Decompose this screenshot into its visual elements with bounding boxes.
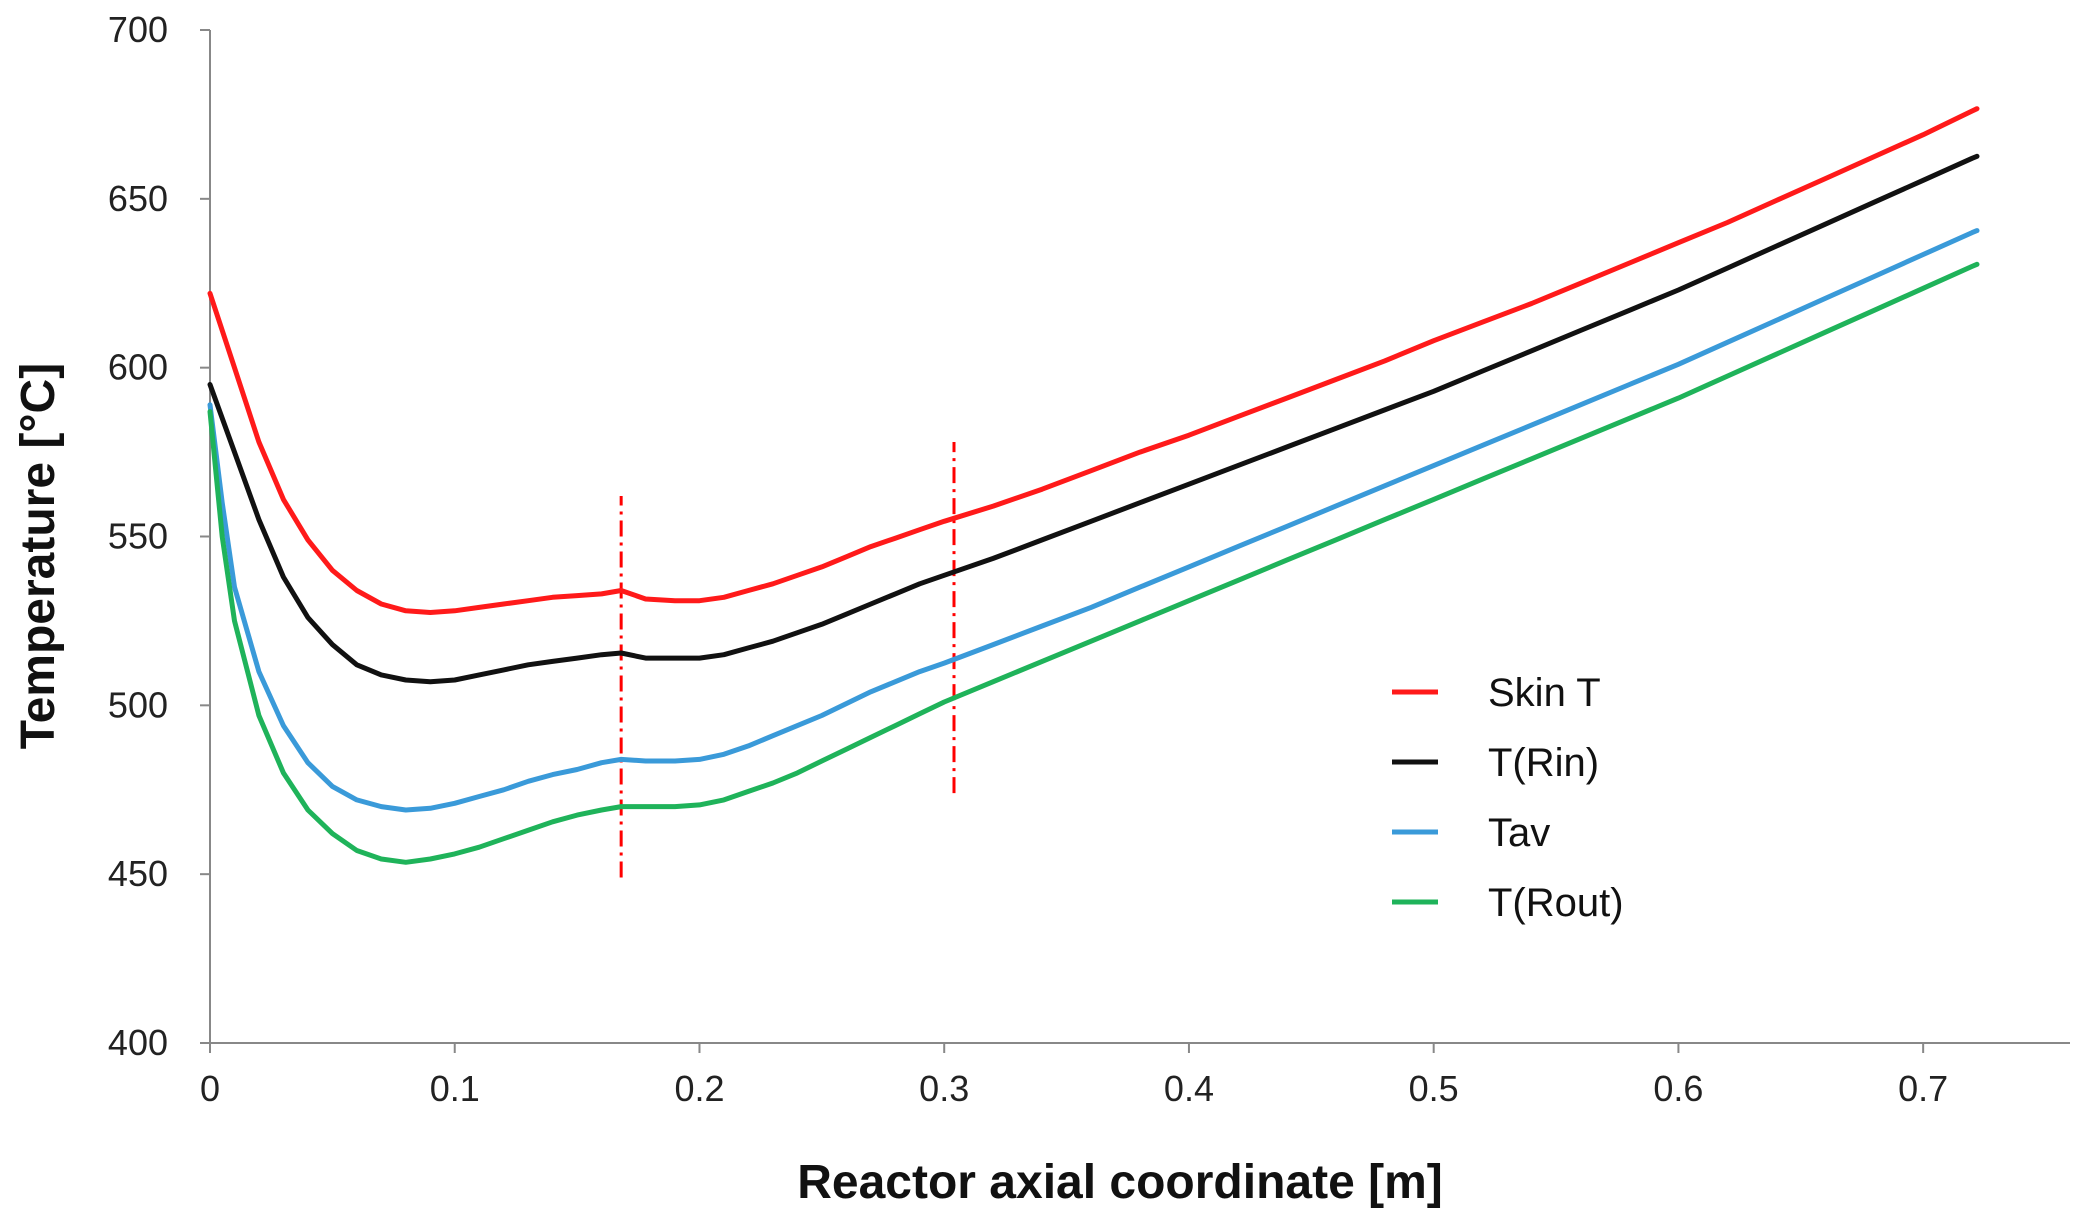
x-tick-label: 0.5 <box>1409 1068 1459 1109</box>
axes <box>200 29 2070 1053</box>
legend-label: T(Rout) <box>1488 881 1624 925</box>
x-tick-label: 0 <box>200 1068 220 1109</box>
series-line-2 <box>207 153 1980 685</box>
series-line-3 <box>207 228 1980 813</box>
legend-label: Skin T <box>1488 671 1601 715</box>
x-tick-label: 0.3 <box>919 1068 969 1109</box>
y-tick-label: 700 <box>108 9 168 50</box>
y-tick-label: 450 <box>108 853 168 894</box>
x-axis-title: Reactor axial coordinate [m] <box>797 1156 1443 1209</box>
y-tick-label: 650 <box>108 178 168 219</box>
y-tick-label: 500 <box>108 684 168 725</box>
series-lines <box>207 106 1980 865</box>
x-tick-label: 0.6 <box>1653 1068 1703 1109</box>
x-tick-label: 0.1 <box>430 1068 480 1109</box>
legend-label: Tav <box>1488 811 1550 855</box>
reference-lines <box>619 441 956 878</box>
x-tick-label: 0.2 <box>674 1068 724 1109</box>
tick-labels: 400 450 500 550 600 650 700 0 0.1 0.2 0.3 0.4 0.5 0.6… <box>108 9 1948 1109</box>
legend: Skin T T(Rin) Tav T(Rout) <box>1392 671 1624 925</box>
x-tick-label: 0.7 <box>1898 1068 1948 1109</box>
y-tick-label: 550 <box>108 516 168 557</box>
series-line-1 <box>207 106 1980 615</box>
y-tick-label: 600 <box>108 347 168 388</box>
series-line-4 <box>207 261 1980 865</box>
x-tick-label: 0.4 <box>1164 1068 1214 1109</box>
y-tick-label: 400 <box>108 1022 168 1063</box>
y-axis-title: Temperature [°C] <box>12 363 65 749</box>
legend-label: T(Rin) <box>1488 741 1599 785</box>
